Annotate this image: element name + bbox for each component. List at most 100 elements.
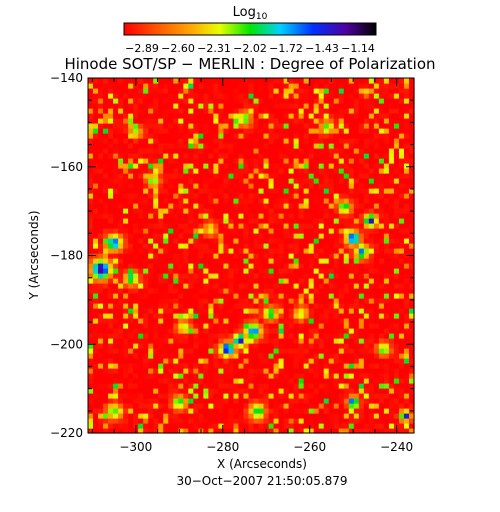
heatmap-cell (138, 178, 144, 184)
heatmap-cell (353, 428, 360, 434)
heatmap-cell (223, 328, 230, 334)
heatmap-cell (393, 303, 400, 309)
heatmap-cell (223, 223, 230, 229)
heatmap-cell (188, 108, 194, 114)
heatmap-cell (168, 373, 174, 379)
heatmap-cell (228, 348, 235, 354)
heatmap-cell (293, 148, 300, 154)
heatmap-cell (398, 88, 405, 94)
heatmap-cell (143, 293, 149, 299)
heatmap-cell (328, 288, 335, 294)
heatmap-cell (288, 183, 295, 189)
heatmap-cell (248, 418, 255, 424)
heatmap-cell (198, 128, 204, 134)
heatmap-cell (248, 208, 255, 214)
heatmap-cell (343, 323, 350, 329)
heatmap-cell (378, 423, 385, 429)
heatmap-cell (373, 173, 380, 179)
heatmap-cell (228, 133, 235, 139)
heatmap-cell (118, 128, 124, 134)
heatmap-cell (213, 103, 220, 109)
heatmap-cell (143, 238, 149, 244)
heatmap-cell (88, 138, 94, 144)
heatmap-cell (208, 78, 214, 84)
heatmap-cell (203, 328, 209, 334)
heatmap-cell (358, 278, 365, 284)
heatmap-cell (173, 298, 179, 304)
heatmap-cell (293, 258, 300, 264)
heatmap-cell (383, 93, 390, 99)
heatmap-cell (228, 423, 235, 429)
heatmap-cell (318, 203, 325, 209)
heatmap-cell (173, 178, 179, 184)
heatmap-cell (188, 83, 194, 89)
heatmap-cell (398, 418, 405, 424)
heatmap-cell (323, 263, 330, 269)
heatmap-cell (258, 238, 265, 244)
heatmap-cell (193, 263, 199, 269)
heatmap-cell (273, 303, 280, 309)
heatmap-cell (233, 253, 240, 259)
heatmap-cell (288, 313, 295, 319)
heatmap-cell (308, 408, 315, 414)
heatmap-cell (223, 258, 230, 264)
heatmap-cell (158, 358, 164, 364)
heatmap-cell (168, 418, 174, 424)
heatmap-cell (228, 173, 235, 179)
heatmap-cell (163, 163, 169, 169)
heatmap-cell (233, 263, 240, 269)
heatmap-cell (123, 238, 129, 244)
heatmap-cell (403, 333, 410, 339)
heatmap-cell (378, 363, 385, 369)
heatmap-cell (373, 148, 380, 154)
heatmap-cell (133, 313, 139, 319)
heatmap-cell (263, 118, 270, 124)
heatmap-cell (118, 283, 124, 289)
heatmap-cell (198, 378, 204, 384)
heatmap-cell (398, 388, 405, 394)
heatmap-cell (218, 183, 225, 189)
heatmap-cell (253, 228, 260, 234)
heatmap-cell (143, 413, 149, 419)
heatmap-cell (328, 183, 335, 189)
heatmap-cell (283, 98, 290, 104)
heatmap-cell (153, 278, 159, 284)
heatmap-cell (333, 248, 340, 254)
heatmap-cell (228, 128, 235, 134)
heatmap-cell (103, 388, 109, 394)
heatmap-cell (238, 203, 245, 209)
heatmap-cell (113, 213, 119, 219)
heatmap-cell (163, 228, 169, 234)
heatmap-cell (118, 118, 124, 124)
heatmap-cell (193, 268, 199, 274)
heatmap-cell (208, 308, 214, 314)
heatmap-cell (143, 188, 149, 194)
heatmap-cell (228, 323, 235, 329)
heatmap-cell (403, 133, 410, 139)
heatmap-cell (253, 178, 260, 184)
heatmap-cell (163, 198, 169, 204)
heatmap-cell (378, 283, 385, 289)
heatmap-cell (203, 363, 209, 369)
heatmap-cell (223, 423, 230, 429)
heatmap-cell (393, 273, 400, 279)
heatmap-cell (298, 198, 305, 204)
heatmap-cell (278, 268, 285, 274)
heatmap-cell (153, 423, 159, 429)
heatmap-cell (228, 218, 235, 224)
heatmap-cell (158, 298, 164, 304)
heatmap-cell (148, 223, 154, 229)
heatmap-cell (133, 193, 139, 199)
heatmap-cell (118, 253, 124, 259)
heatmap-cell (358, 183, 365, 189)
heatmap-cell (258, 203, 265, 209)
heatmap-cell (183, 203, 189, 209)
heatmap-cell (213, 198, 220, 204)
heatmap-cell (103, 248, 109, 254)
heatmap-cell (328, 108, 335, 114)
heatmap-cell (233, 273, 240, 279)
heatmap-cell (293, 198, 300, 204)
heatmap-cell (398, 318, 405, 324)
heatmap-cell (128, 263, 134, 269)
heatmap-cell (243, 338, 250, 344)
